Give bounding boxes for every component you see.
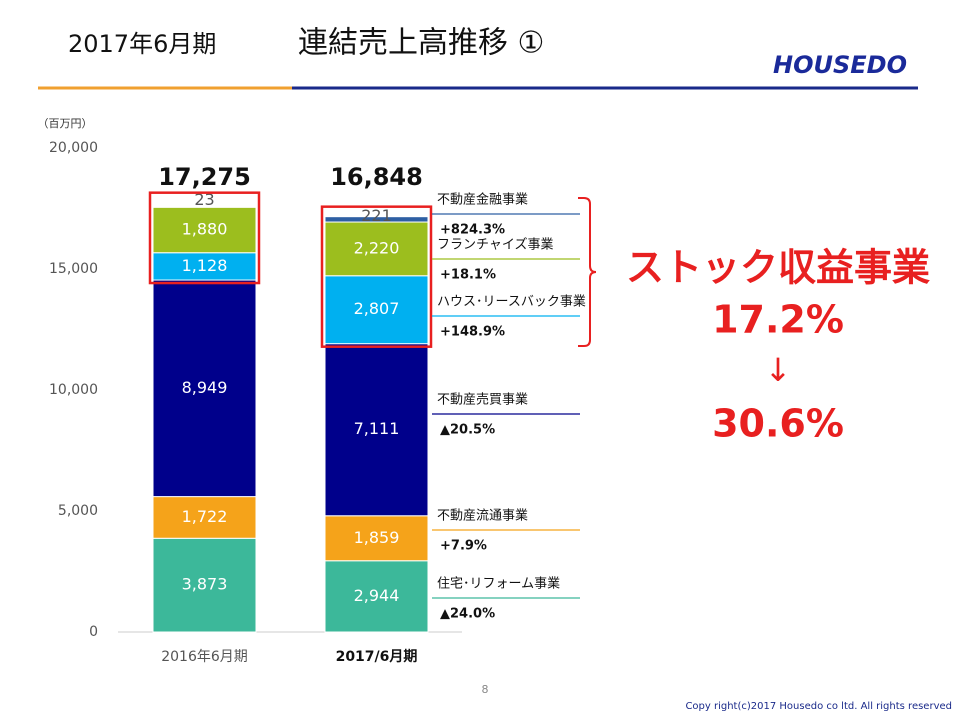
legend-label: 不動産売買事業 [437,392,528,408]
data-label: 221 [361,206,392,225]
legend-label: 不動産金融事業 [437,192,528,208]
data-label: 3,873 [182,575,228,594]
data-label: 1,880 [182,219,228,238]
bar-segment [324,560,429,633]
data-label: 2,807 [354,299,400,318]
y-tick-label: 15,000 [49,261,98,277]
bar-segment [152,206,257,208]
bar-segment [324,343,429,517]
y-unit: （百万円） [38,117,93,130]
change-label: ▲20.5% [440,423,495,438]
stock-highlight [320,205,433,348]
stock-highlight [148,191,261,285]
bar-segment [324,275,429,345]
slide-title: 連結売上高推移 ① [298,26,544,61]
y-tick-label: 0 [89,624,98,640]
bar-segment [152,206,257,254]
total-label: 16,848 [330,163,423,191]
legend-label: 不動産流通事業 [437,508,528,524]
data-label: 2,220 [354,238,400,257]
data-label: 2,944 [354,586,400,605]
x-tick-label: 2017/6月期 [336,649,418,665]
bar-segment [152,252,257,281]
stock-arrow: ↓ [765,351,792,389]
y-tick-label: 5,000 [58,503,98,519]
bar-segment [152,537,257,633]
page-number: 8 [482,683,489,696]
y-tick-label: 20,000 [49,140,98,156]
stock-label: ストック収益事業 [626,246,930,290]
change-label: +824.3% [440,223,505,238]
bar-segment [152,496,257,539]
legend-label: ハウス･リースバック事業 [437,294,586,310]
legend-label: 住宅･リフォーム事業 [437,576,560,592]
data-label: 7,111 [354,419,400,438]
stock-to: 30.6% [712,402,844,446]
bar-segment [324,221,429,277]
data-label: 1,128 [182,256,228,275]
y-tick-label: 10,000 [49,382,98,398]
logo: HOUSEDO [773,51,907,79]
total-label: 17,275 [158,163,251,191]
period: 2017年6月期 [68,30,216,58]
copyright: Copy right(c)2017 Housedo co ltd. All ri… [685,701,952,712]
data-label: 1,722 [182,507,228,526]
change-label: ▲24.0% [440,607,495,622]
change-label: +18.1% [440,268,496,283]
stock-from: 17.2% [712,298,844,342]
legend-label: フランチャイズ事業 [437,237,553,253]
bracket [578,197,597,347]
x-tick-label: 2016年6月期 [161,649,248,665]
data-label: 8,949 [182,378,228,397]
data-label: 23 [194,190,214,209]
change-label: +148.9% [440,325,505,340]
bar-segment [324,216,429,223]
bar-segment [324,515,429,562]
change-label: +7.9% [440,539,487,554]
bar-segment [152,279,257,498]
data-label: 1,859 [354,528,400,547]
